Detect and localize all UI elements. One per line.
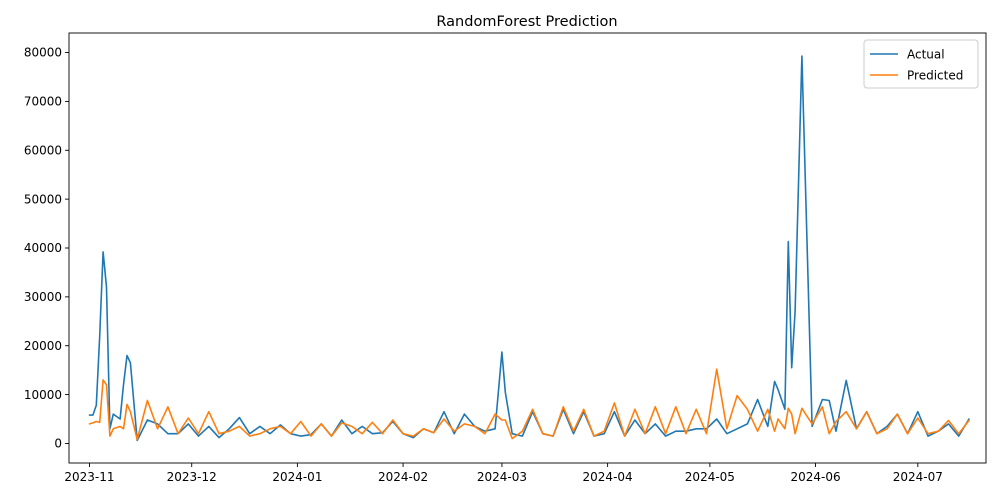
x-tick-label: 2024-06 — [790, 470, 840, 484]
legend: Actual Predicted — [863, 39, 979, 89]
series-line-predicted — [88, 368, 970, 441]
x-tick-label: 2024-04 — [583, 470, 633, 484]
x-tick-label: 2024-07 — [893, 470, 943, 484]
y-tick-label: 60000 — [24, 143, 62, 157]
y-tick-label: 40000 — [24, 241, 62, 255]
y-tick-label: 80000 — [24, 46, 62, 60]
series-layer — [88, 55, 970, 442]
legend-label-actual: Actual — [907, 48, 945, 62]
series-line-actual — [88, 55, 970, 442]
x-tick-label: 2024-03 — [477, 470, 527, 484]
x-tick-label: 2024-01 — [272, 470, 322, 484]
y-axis: 0 10000 20000 30000 40000 50000 60000 70000 8000… — [24, 46, 69, 451]
legend-label-predicted: Predicted — [907, 69, 963, 83]
y-tick-label: 50000 — [24, 192, 62, 206]
y-tick-label: 20000 — [24, 339, 62, 353]
y-tick-label: 70000 — [24, 95, 62, 109]
x-tick-label: 2024-05 — [685, 470, 735, 484]
x-tick-label: 2023-11 — [64, 470, 114, 484]
x-tick-label: 2024-02 — [378, 470, 428, 484]
x-axis: 2023-11 2023-12 2024-01 2024-02 2024-03 2024-… — [64, 463, 943, 484]
plot-area — [69, 33, 986, 463]
legend-box — [863, 39, 979, 89]
y-tick-label: 10000 — [24, 388, 62, 402]
chart-title: RandomForest Prediction — [436, 14, 617, 30]
y-tick-label: 0 — [54, 437, 62, 451]
x-tick-label: 2023-12 — [167, 470, 217, 484]
y-tick-label: 30000 — [24, 290, 62, 304]
